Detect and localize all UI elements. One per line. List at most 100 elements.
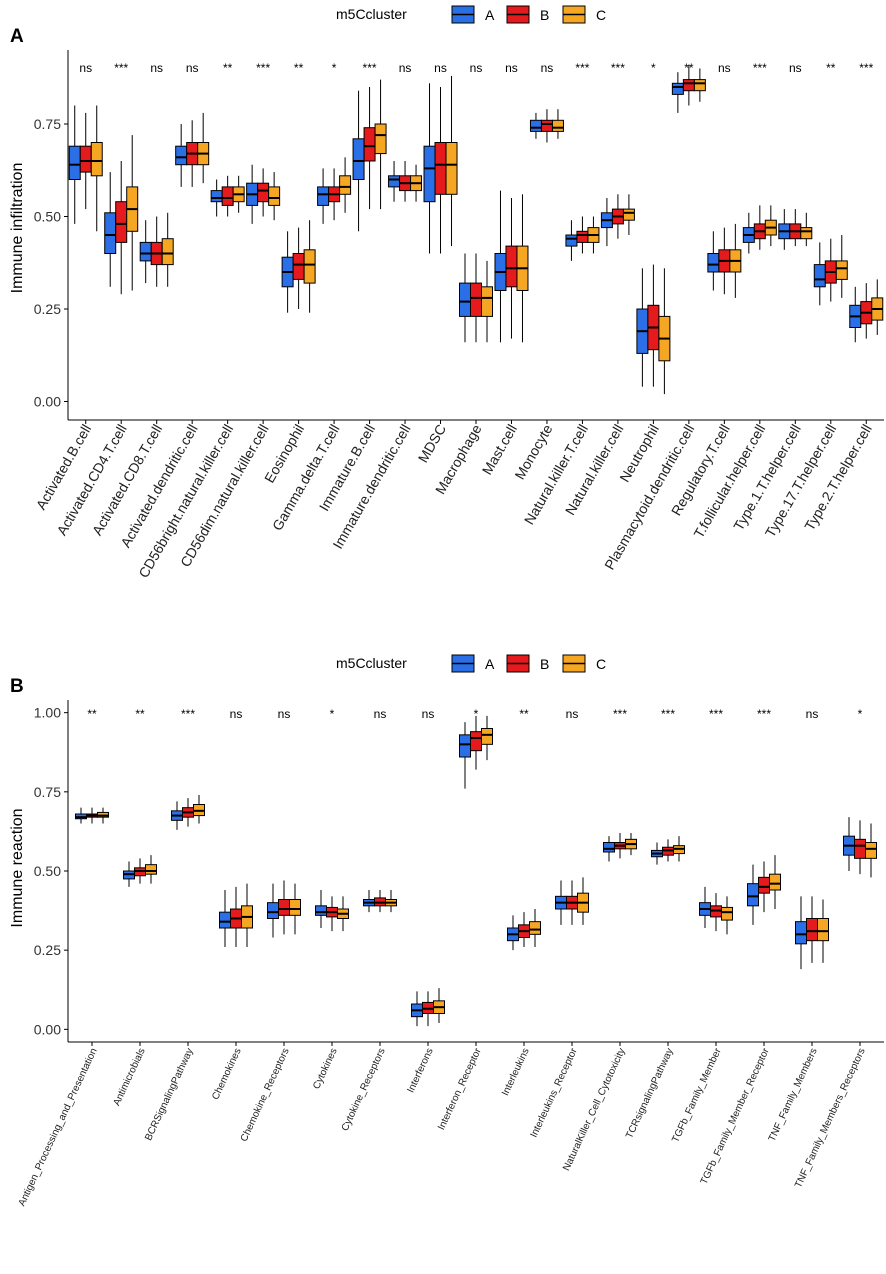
box-b: [134, 858, 146, 884]
box-c: [97, 807, 109, 824]
significance-label: ***: [661, 707, 675, 721]
box-c: [577, 877, 589, 925]
y-tick-label: 0.50: [34, 863, 61, 879]
box-b: [374, 890, 386, 913]
box-body: [317, 186, 330, 206]
significance-label: ns: [374, 707, 387, 721]
y-tick-label: 0.50: [34, 209, 61, 225]
box-body: [576, 230, 589, 243]
box-a: [411, 991, 423, 1027]
box-body: [795, 921, 807, 945]
box-body: [769, 873, 781, 891]
box-body: [139, 241, 152, 262]
box-c: [721, 896, 733, 935]
x-tick-label: Interleukins_Receptor: [529, 1046, 580, 1139]
x-tick-label: Chemokine_Receptors: [239, 1047, 292, 1144]
significance-label: ns: [541, 61, 554, 75]
box-a: [849, 286, 862, 343]
box-c: [268, 172, 281, 221]
significance-label: ns: [422, 707, 435, 721]
legend-b: m5Ccluster A B C: [336, 654, 606, 673]
box-c: [339, 157, 352, 213]
box-body: [551, 119, 564, 132]
legend-b-label-c: C: [596, 656, 606, 672]
box-c: [729, 223, 742, 298]
y-tick-label: 0.25: [34, 942, 61, 958]
x-tick-label: Type.2.T.helper.cell: [801, 422, 875, 534]
box-b: [422, 991, 434, 1027]
box-body: [481, 728, 493, 745]
box-a: [813, 242, 826, 306]
box-body: [175, 145, 188, 166]
box-c: [197, 112, 210, 184]
box-a: [459, 722, 471, 789]
plot-b: 0.00 0.25 0.50 0.75 1.00 Antigen_Processing_a…: [17, 700, 884, 1208]
box-b: [278, 880, 290, 935]
box-a: [68, 105, 81, 224]
box-b: [79, 112, 92, 210]
y-axis-title-a: Immune infiltration: [9, 163, 26, 294]
box-body: [693, 79, 706, 92]
box-a: [636, 268, 649, 387]
box-b: [611, 194, 624, 239]
y-tick-label: 0.00: [34, 1021, 61, 1037]
legend-b-label-b: B: [540, 656, 549, 672]
box-a: [651, 842, 663, 865]
box-body: [434, 142, 447, 195]
box-body: [459, 734, 471, 758]
box-a: [671, 72, 684, 113]
box-body: [481, 286, 493, 317]
box-c: [800, 212, 813, 247]
box-a: [139, 220, 152, 284]
box-body: [800, 227, 813, 240]
box-a: [565, 220, 578, 261]
significance-label: **: [223, 61, 233, 75]
box-body: [374, 123, 387, 155]
legend-b-title: m5Ccluster: [336, 655, 407, 671]
significance-label: **: [87, 707, 97, 721]
box-b: [505, 198, 518, 339]
legend-a: m5Ccluster A B C: [336, 5, 606, 24]
significance-label: *: [858, 707, 863, 721]
significance-label: ***: [613, 707, 627, 721]
panel-a-label: A: [10, 26, 24, 47]
box-body: [622, 208, 635, 221]
box-body: [257, 182, 270, 203]
box-c: [817, 899, 829, 963]
legend-b-label-a: A: [485, 656, 495, 672]
box-body: [303, 249, 316, 284]
box-b: [718, 227, 731, 295]
box-c: [337, 896, 349, 932]
box-b: [806, 896, 818, 963]
box-b: [150, 216, 163, 287]
box-a: [603, 836, 615, 862]
box-body: [278, 899, 290, 916]
x-tick-label: Interferon_Receptor: [436, 1046, 484, 1132]
box-a: [494, 190, 507, 343]
box-body: [388, 175, 401, 188]
box-a: [388, 161, 401, 202]
box-a: [210, 179, 223, 217]
box-a: [267, 883, 279, 938]
box-a: [778, 209, 791, 250]
box-a: [843, 817, 855, 871]
box-c: [871, 279, 884, 335]
box-a: [363, 890, 375, 913]
box-a: [246, 164, 259, 224]
significance-label: ***: [757, 707, 771, 721]
x-tick-label: Interleukins: [500, 1047, 532, 1098]
box-b: [328, 168, 341, 221]
box-a: [600, 198, 613, 247]
significance-label: ***: [256, 61, 270, 75]
x-tick-label: Cytokines: [311, 1047, 340, 1091]
x-tick-label: Antimicrobials: [111, 1047, 147, 1108]
significance-label: ns: [806, 707, 819, 721]
box-b: [399, 161, 412, 202]
box-c: [445, 75, 458, 247]
significance-label: ns: [470, 61, 483, 75]
box-b: [860, 283, 873, 339]
box-b: [710, 893, 722, 932]
box-body: [268, 186, 281, 206]
box-c: [232, 175, 245, 213]
x-tick-label: Natural.killer.T.cell: [521, 422, 591, 528]
